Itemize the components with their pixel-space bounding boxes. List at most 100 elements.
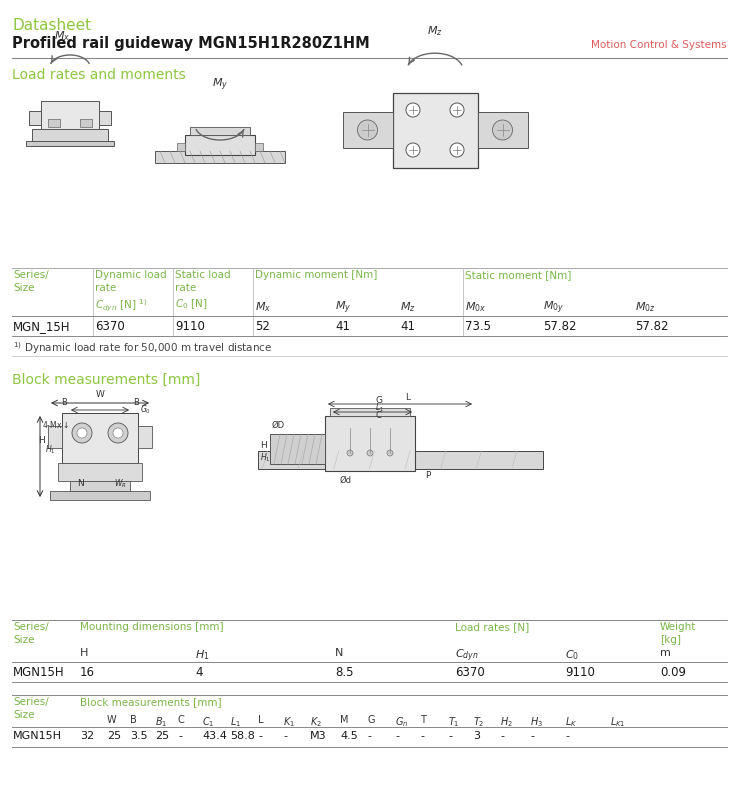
Text: N: N <box>77 479 84 488</box>
Circle shape <box>406 143 420 157</box>
Text: Series/
Size: Series/ Size <box>13 697 49 720</box>
Text: $L_1$: $L_1$ <box>230 715 241 729</box>
Circle shape <box>347 450 353 456</box>
Text: Dynamic moment [Nm]: Dynamic moment [Nm] <box>255 270 378 280</box>
Bar <box>270 434 325 464</box>
Text: B: B <box>61 398 67 407</box>
Text: $L_{K1}$: $L_{K1}$ <box>610 715 625 729</box>
Text: 16: 16 <box>80 666 95 679</box>
Text: L: L <box>405 393 410 402</box>
Text: 41: 41 <box>400 320 415 333</box>
Text: Load rates and moments: Load rates and moments <box>12 68 185 82</box>
Text: L: L <box>258 715 264 725</box>
Text: 4: 4 <box>195 666 202 679</box>
Text: $K_2$: $K_2$ <box>310 715 322 729</box>
Bar <box>50 491 150 500</box>
Text: 32: 32 <box>80 731 94 741</box>
Text: -: - <box>448 731 452 741</box>
Text: 25: 25 <box>107 731 121 741</box>
Text: -: - <box>367 731 371 741</box>
Text: $C_{dyn}$: $C_{dyn}$ <box>455 648 479 664</box>
Text: -: - <box>420 731 424 741</box>
Bar <box>32 129 108 141</box>
Text: -: - <box>565 731 569 741</box>
Circle shape <box>77 428 87 438</box>
Text: 73.5: 73.5 <box>465 320 491 333</box>
Text: B: B <box>130 715 137 725</box>
Text: 41: 41 <box>335 320 350 333</box>
Text: $B_1$: $B_1$ <box>155 715 167 729</box>
Text: H: H <box>80 648 89 658</box>
Bar <box>29 111 41 125</box>
Text: Dynamic load
rate
$C_{dyn}$ [N] $^{1)}$: Dynamic load rate $C_{dyn}$ [N] $^{1)}$ <box>95 270 166 314</box>
Bar <box>138 426 152 448</box>
Text: Ød: Ød <box>340 476 352 485</box>
Text: N: N <box>335 648 344 658</box>
Text: 43.4: 43.4 <box>202 731 227 741</box>
Text: 3.5: 3.5 <box>130 731 148 741</box>
Bar <box>80 119 92 127</box>
Bar <box>99 111 111 125</box>
Text: MGN_15H: MGN_15H <box>13 320 70 333</box>
Bar <box>392 92 477 167</box>
Circle shape <box>358 120 378 140</box>
Text: $W_R$: $W_R$ <box>114 477 126 489</box>
Text: Motion Control & Systems: Motion Control & Systems <box>591 40 727 50</box>
Bar <box>330 408 410 416</box>
Text: $L_1$: $L_1$ <box>375 402 384 414</box>
Text: $H_1$: $H_1$ <box>45 444 55 457</box>
Text: 9110: 9110 <box>175 320 205 333</box>
Text: Series/
Size: Series/ Size <box>13 622 49 645</box>
Text: $C_0$: $C_0$ <box>565 648 579 662</box>
Circle shape <box>113 428 123 438</box>
Text: $T_2$: $T_2$ <box>473 715 485 729</box>
Text: $T_1$: $T_1$ <box>448 715 460 729</box>
Text: MGN15H: MGN15H <box>13 731 62 741</box>
Text: 6370: 6370 <box>95 320 125 333</box>
Bar <box>325 416 415 470</box>
Text: $M_x$: $M_x$ <box>54 29 70 43</box>
Text: Static load
rate
$C_0$ [N]: Static load rate $C_0$ [N] <box>175 270 231 311</box>
Text: Static moment [Nm]: Static moment [Nm] <box>465 270 571 280</box>
Text: 58.8: 58.8 <box>230 731 255 741</box>
Text: $K_1$: $K_1$ <box>283 715 295 729</box>
Bar <box>257 451 542 469</box>
Circle shape <box>450 103 464 117</box>
Text: $H_1$: $H_1$ <box>195 648 210 662</box>
Text: W: W <box>95 390 104 399</box>
Text: Load rates [N]: Load rates [N] <box>455 622 529 632</box>
Bar <box>58 463 142 481</box>
Text: T: T <box>420 715 426 725</box>
Text: Datasheet: Datasheet <box>12 18 91 33</box>
Text: -: - <box>500 731 504 741</box>
Text: $^{1)}$ Dynamic load rate for 50,000 m travel distance: $^{1)}$ Dynamic load rate for 50,000 m t… <box>13 340 273 356</box>
Bar <box>26 141 114 146</box>
Text: $M_{0x}$: $M_{0x}$ <box>465 300 486 314</box>
Bar <box>477 112 528 148</box>
Bar <box>342 112 392 148</box>
Text: MGN15H: MGN15H <box>13 666 64 679</box>
Text: Block measurements [mm]: Block measurements [mm] <box>12 373 200 387</box>
Text: $G_n$: $G_n$ <box>395 715 409 729</box>
Text: M3: M3 <box>310 731 327 741</box>
Text: Profiled rail guideway MGN15H1R280Z1HM: Profiled rail guideway MGN15H1R280Z1HM <box>12 36 370 51</box>
Text: $H_1$: $H_1$ <box>260 451 270 464</box>
Bar <box>185 135 255 155</box>
Bar <box>48 426 62 448</box>
Text: H: H <box>38 436 45 445</box>
Text: M: M <box>340 715 349 725</box>
Text: $M_{0y}$: $M_{0y}$ <box>543 300 564 316</box>
Circle shape <box>492 120 513 140</box>
Text: 57.82: 57.82 <box>543 320 576 333</box>
Text: -: - <box>395 731 399 741</box>
Text: G: G <box>367 715 375 725</box>
Text: 4.5: 4.5 <box>340 731 358 741</box>
Text: -: - <box>530 731 534 741</box>
Circle shape <box>367 450 373 456</box>
Circle shape <box>72 423 92 443</box>
Text: ØD: ØD <box>272 421 285 430</box>
Text: W: W <box>107 715 117 725</box>
Text: Block measurements [mm]: Block measurements [mm] <box>80 697 222 707</box>
Text: Mounting dimensions [mm]: Mounting dimensions [mm] <box>80 622 224 632</box>
Text: P: P <box>425 471 430 480</box>
